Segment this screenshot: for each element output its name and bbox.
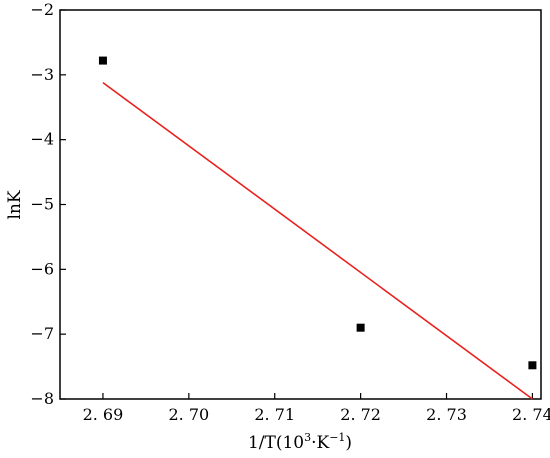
data-point <box>98 56 107 65</box>
ticks <box>60 9 534 400</box>
x-axis-label-sup1: 3 <box>304 431 311 444</box>
x-tick-label: 2. 70 <box>168 405 209 424</box>
y-tick-label: −3 <box>30 65 54 84</box>
x-axis-label-mid: ·K <box>311 433 329 453</box>
y-tick-label: −8 <box>30 389 54 408</box>
y-axis-label: lnK <box>5 190 25 219</box>
x-axis-label: 1/T(103·K−1) <box>248 431 352 453</box>
data-point <box>356 323 365 332</box>
y-tick-label: −2 <box>30 0 54 19</box>
plot-frame <box>59 9 542 400</box>
x-axis-label-sup2: −1 <box>329 431 345 444</box>
y-tick-label: −5 <box>30 195 54 214</box>
y-tick-label: −7 <box>30 324 54 343</box>
y-tick-label: −6 <box>30 259 54 278</box>
x-tick-label: 2. 71 <box>254 405 295 424</box>
data-points <box>98 56 537 370</box>
x-axis-label-end: ) <box>345 433 352 453</box>
x-tick-label: 2. 69 <box>83 405 124 424</box>
x-tick-label: 2. 74 <box>512 405 550 424</box>
tick-labels: 2. 69 2. 70 2. 71 2. 72 2. 73 2. 74 −8 −7 −6 −5 −4… <box>30 0 550 424</box>
y-tick-label: −4 <box>30 130 54 149</box>
x-axis-label-main: 1/T(10 <box>248 433 304 453</box>
x-tick-label: 2. 73 <box>426 405 467 424</box>
data-point <box>528 361 537 370</box>
fit-line <box>102 81 533 400</box>
x-tick-label: 2. 72 <box>340 405 381 424</box>
